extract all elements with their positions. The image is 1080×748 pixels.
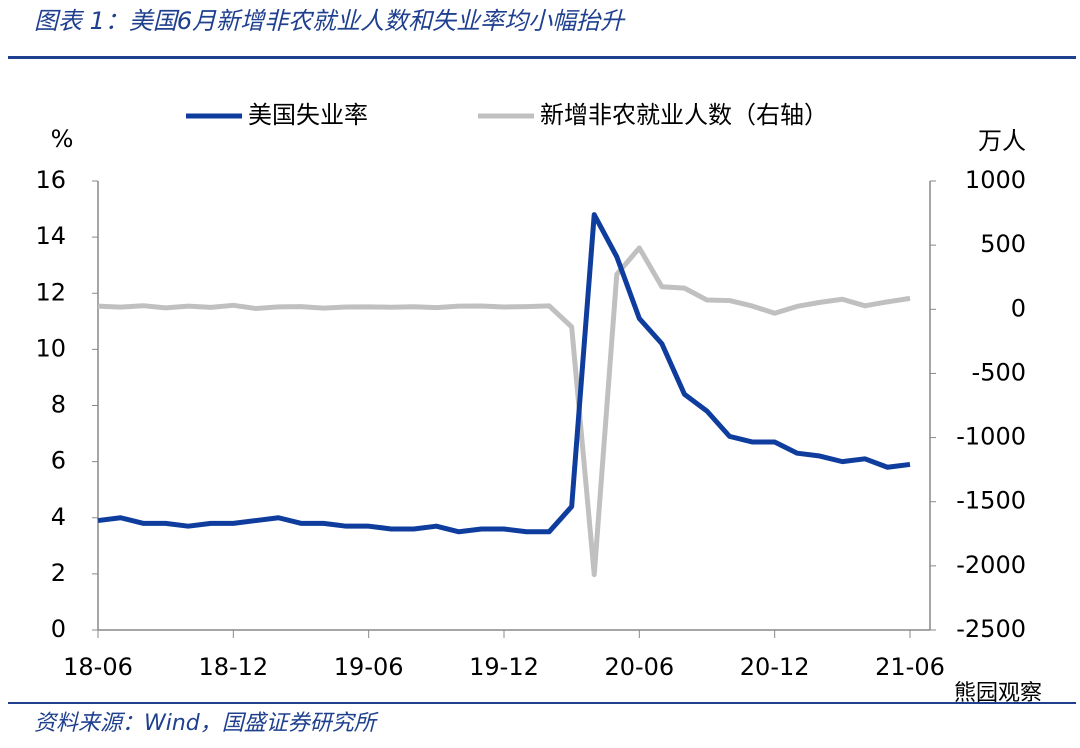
y2-tick-label: -2500 [956,615,1026,643]
x-tick-label: 19-12 [469,653,539,681]
y-unit: % [51,125,74,153]
y-tick-label: 8 [51,391,66,419]
y2-tick-label: 1000 [965,166,1026,194]
x-tick-label: 19-06 [334,653,404,681]
legend-label: 新增非农就业人数（右轴） [540,101,828,129]
title-rule [8,56,1076,59]
series-line [97,245,911,578]
x-tick-label: 18-06 [63,653,133,681]
y-tick-label: 4 [51,503,66,531]
y-tick-label: 14 [35,222,66,250]
x-tick-label: 20-06 [604,653,674,681]
watermark: 熊园观察 [954,681,1042,706]
y-tick-label: 12 [35,278,66,306]
y2-tick-label: 0 [1011,294,1026,322]
x-tick-label: 20-12 [740,653,810,681]
y-tick-label: 2 [51,559,66,587]
legend-label: 美国失业率 [248,101,368,129]
source: 资料来源：Wind，国盛证券研究所 [34,711,379,736]
y2-tick-label: 500 [980,230,1026,258]
chart-title: 图表 1：美国6月新增非农就业人数和失业率均小幅抬升 [34,7,626,35]
y-tick-label: 10 [35,334,66,362]
x-tick-label: 21-06 [875,653,945,681]
y-tick-label: 0 [51,615,66,643]
y-tick-label: 16 [35,166,66,194]
series-line [97,212,911,535]
y2-tick-label: -1500 [956,487,1026,515]
y-tick-label: 6 [51,447,66,475]
source-rule [8,702,1076,704]
y2-tick-label: -2000 [956,551,1026,579]
y2-unit: 万人 [978,127,1026,155]
x-tick-label: 18-12 [198,653,268,681]
y2-tick-label: -1000 [956,423,1026,451]
y2-tick-label: -500 [972,358,1026,386]
